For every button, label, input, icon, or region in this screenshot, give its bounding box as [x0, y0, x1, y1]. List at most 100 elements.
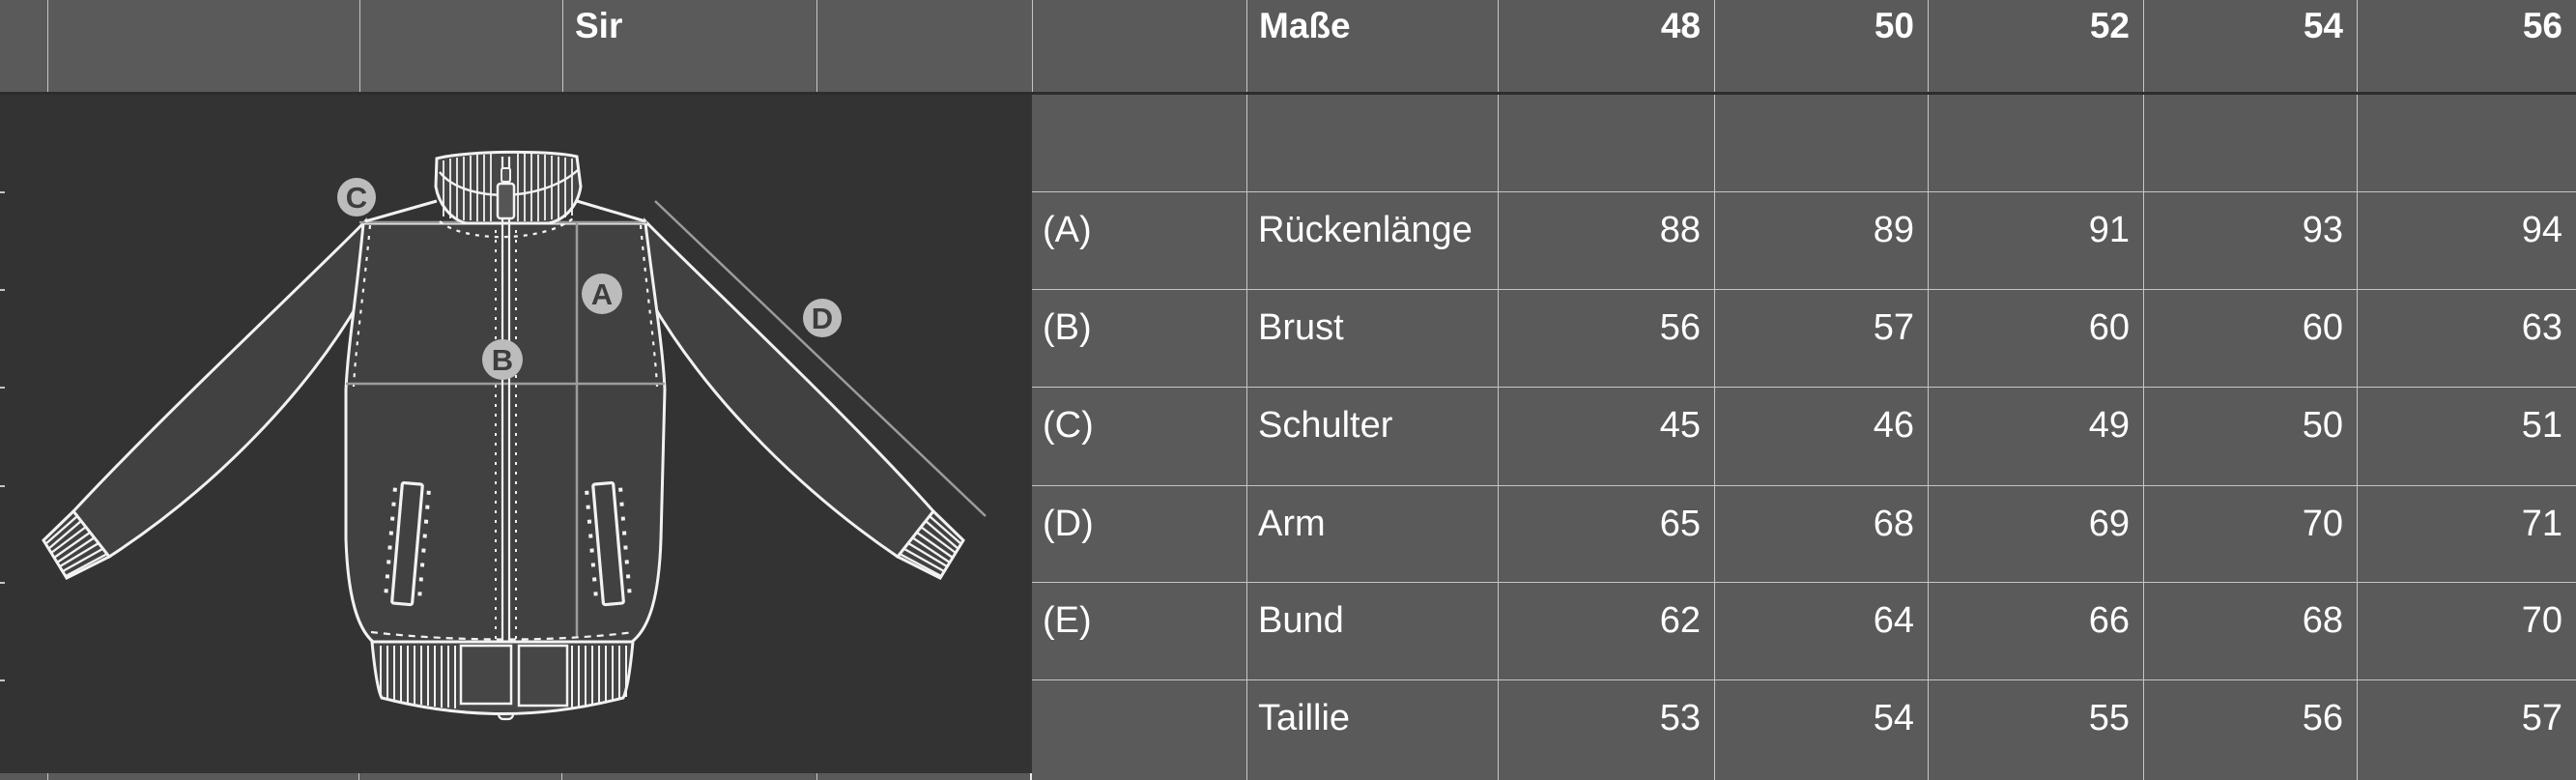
measure-value-cell[interactable]: 60 — [2143, 289, 2357, 387]
measure-value-cell[interactable]: 68 — [2143, 582, 2357, 679]
zipper — [495, 157, 517, 721]
measure-value-cell[interactable]: 89 — [1714, 191, 1928, 289]
grid-tick — [0, 387, 5, 389]
measure-value-cell[interactable]: 70 — [2143, 485, 2357, 582]
measure-value-cell[interactable]: 94 — [2357, 191, 2576, 289]
measure-value-cell[interactable]: 57 — [1714, 289, 1928, 387]
measure-value-cell[interactable]: 93 — [2143, 191, 2357, 289]
size-header-50[interactable]: 50 — [1714, 0, 1928, 92]
measure-value-cell[interactable]: 53 — [1498, 679, 1714, 780]
measure-value-cell[interactable]: 62 — [1498, 582, 1714, 679]
right-sleeve — [644, 217, 935, 560]
measure-label-cell[interactable]: Schulter — [1246, 387, 1498, 485]
measure-value-cell[interactable]: 69 — [1928, 485, 2143, 582]
arm-measure-line — [654, 200, 987, 517]
header-separator — [0, 92, 2576, 95]
shoulder-seams — [364, 199, 646, 223]
grid-tick — [0, 191, 5, 193]
zipper-pull — [496, 182, 516, 220]
hem-ribs — [380, 646, 627, 708]
measure-value-cell[interactable] — [1714, 95, 1928, 191]
size-header-48[interactable]: 48 — [1498, 0, 1714, 92]
measure-value-cell[interactable]: 56 — [1498, 289, 1714, 387]
hem-panel-left — [459, 644, 513, 706]
size-header-56[interactable]: 56 — [2357, 0, 2576, 92]
measure-value-cell[interactable] — [1928, 95, 2143, 191]
measurement-table: (A) Rückenlänge 88 89 91 93 94 (B) Brust… — [1030, 95, 2576, 780]
measure-label-cell[interactable]: Taillie — [1246, 679, 1498, 780]
measure-value-cell[interactable]: 54 — [1714, 679, 1928, 780]
marker-circle-b — [482, 339, 523, 380]
grid-tick — [561, 773, 562, 780]
measure-label-cell[interactable]: Rückenlänge — [1246, 191, 1498, 289]
measure-value-cell[interactable]: 46 — [1714, 387, 1928, 485]
product-name-cell[interactable]: Sir — [562, 0, 816, 92]
left-sleeve — [72, 217, 367, 560]
hem-panel-right — [517, 644, 569, 708]
measure-label-cell[interactable]: Arm — [1246, 485, 1498, 582]
marker-circle-c — [337, 178, 376, 217]
measure-value-cell[interactable]: 88 — [1498, 191, 1714, 289]
grid-tick — [816, 773, 817, 780]
measure-value-cell[interactable]: 60 — [1928, 289, 2143, 387]
marker-circle-a — [582, 274, 622, 314]
zipper-slider — [501, 167, 511, 183]
grid-tick — [0, 679, 5, 681]
measure-value-cell[interactable]: 50 — [2143, 387, 2357, 485]
grid-tick — [0, 582, 5, 584]
measure-value-cell[interactable]: 91 — [1928, 191, 2143, 289]
header-cell-empty[interactable] — [0, 0, 47, 92]
measure-value-cell[interactable] — [1498, 95, 1714, 191]
grid-tick — [47, 773, 48, 780]
grid-tick — [358, 773, 359, 780]
measure-key-cell[interactable] — [1032, 679, 1246, 780]
measure-value-cell[interactable]: 70 — [2357, 582, 2576, 679]
measure-key-cell[interactable]: (D) — [1032, 485, 1246, 582]
measure-label-cell[interactable]: Brust — [1246, 289, 1498, 387]
header-cell-empty[interactable] — [47, 0, 359, 92]
measure-key-cell[interactable] — [1032, 95, 1246, 191]
measure-value-cell[interactable]: 45 — [1498, 387, 1714, 485]
left-pocket — [384, 480, 431, 607]
measure-value-cell[interactable] — [2143, 95, 2357, 191]
grid-tick — [0, 485, 5, 487]
header-cell-empty[interactable] — [816, 0, 1032, 92]
measure-markers: C A B D — [337, 178, 842, 380]
grid-tick — [0, 289, 5, 291]
marker-letter-a: A — [591, 277, 613, 311]
marker-circle-d — [803, 299, 842, 337]
measure-value-cell[interactable] — [2357, 95, 2576, 191]
marker-letter-d: D — [812, 302, 833, 335]
measurement-lines — [654, 200, 987, 517]
header-cell-empty[interactable] — [1032, 0, 1246, 92]
measure-key-cell[interactable]: (C) — [1032, 387, 1246, 485]
marker-letter-b: B — [492, 343, 513, 377]
measure-value-cell[interactable]: 57 — [2357, 679, 2576, 780]
jacket-diagram-pane: C A B D — [0, 95, 1032, 773]
marker-letter-c: C — [346, 181, 367, 215]
right-pocket — [585, 480, 632, 607]
measure-value-cell[interactable]: 65 — [1498, 485, 1714, 582]
measure-key-cell[interactable]: (A) — [1032, 191, 1246, 289]
measure-value-cell[interactable]: 71 — [2357, 485, 2576, 582]
measure-value-cell[interactable]: 56 — [2143, 679, 2357, 780]
measure-key-cell[interactable]: (B) — [1032, 289, 1246, 387]
measures-header-cell[interactable]: Maße — [1246, 0, 1498, 92]
measure-value-cell[interactable]: 51 — [2357, 387, 2576, 485]
measure-value-cell[interactable]: 64 — [1714, 582, 1928, 679]
cuff-ribs — [44, 515, 962, 578]
measure-value-cell[interactable]: 66 — [1928, 582, 2143, 679]
measure-value-cell[interactable]: 63 — [2357, 289, 2576, 387]
measure-value-cell[interactable]: 68 — [1714, 485, 1928, 582]
measure-label-cell[interactable] — [1246, 95, 1498, 191]
size-header-52[interactable]: 52 — [1928, 0, 2143, 92]
header-cell-empty[interactable] — [359, 0, 562, 92]
measure-key-cell[interactable]: (E) — [1032, 582, 1246, 679]
measure-value-cell[interactable]: 49 — [1928, 387, 2143, 485]
measure-value-cell[interactable]: 55 — [1928, 679, 2143, 780]
measure-label-cell[interactable]: Bund — [1246, 582, 1498, 679]
side-seams — [352, 224, 659, 388]
size-header-54[interactable]: 54 — [2143, 0, 2357, 92]
jacket-diagram: C A B D — [42, 150, 987, 721]
